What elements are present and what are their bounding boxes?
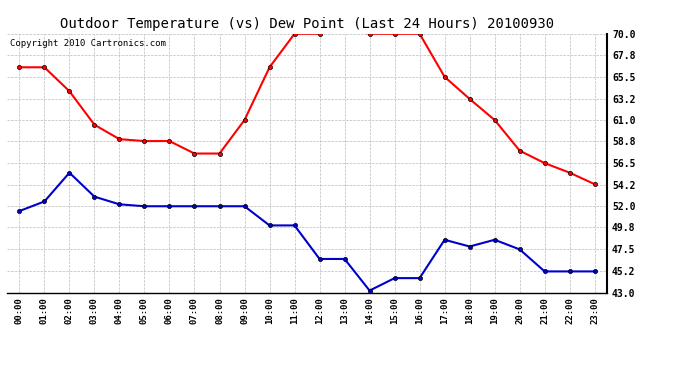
Title: Outdoor Temperature (vs) Dew Point (Last 24 Hours) 20100930: Outdoor Temperature (vs) Dew Point (Last…: [60, 17, 554, 31]
Text: Copyright 2010 Cartronics.com: Copyright 2010 Cartronics.com: [10, 39, 166, 48]
